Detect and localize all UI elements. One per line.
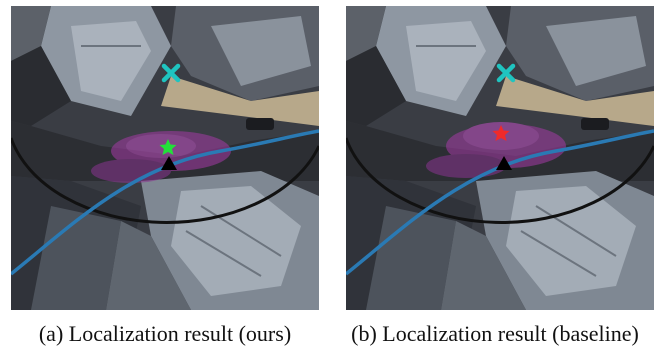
- estimate-star-icon: [492, 125, 510, 141]
- target-cross-icon: [496, 63, 516, 83]
- aerial-map-svg: [11, 6, 319, 310]
- caption-ours: (a) Localization result (ours): [38, 321, 292, 346]
- target-cross-icon: [161, 63, 181, 83]
- range-arc: [346, 137, 654, 224]
- aerial-image-baseline: [346, 6, 654, 310]
- vehicle-marker: [496, 156, 512, 170]
- trajectory-line: [11, 129, 319, 276]
- aerial-map-svg: [346, 6, 654, 310]
- vehicle-marker: [161, 156, 177, 170]
- aerial-background: [11, 6, 319, 310]
- range-arc: [11, 137, 319, 224]
- estimate-star-icon: [159, 139, 177, 155]
- caption-baseline: (b) Localization result (baseline): [351, 321, 639, 346]
- aerial-image-ours: [11, 6, 319, 310]
- trajectory-line: [346, 129, 654, 276]
